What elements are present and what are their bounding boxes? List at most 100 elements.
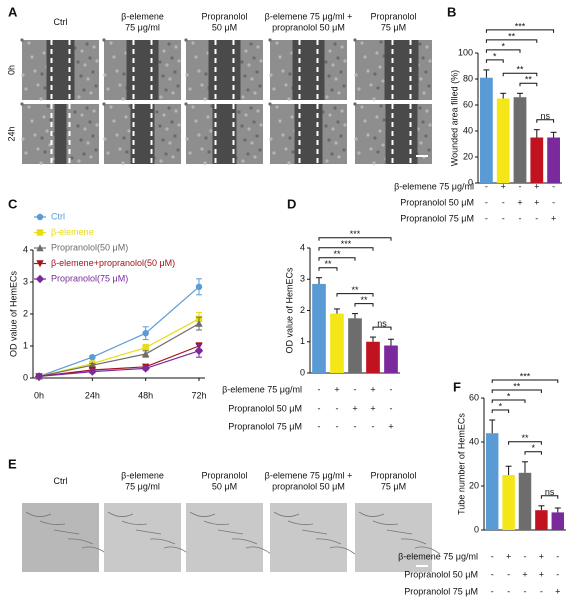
cell-texture bbox=[327, 138, 331, 142]
significance-bracket bbox=[508, 441, 542, 445]
cell-texture bbox=[330, 88, 334, 92]
y-tick-label: 2 bbox=[23, 308, 28, 318]
cell-texture bbox=[177, 59, 181, 63]
cell-texture bbox=[291, 150, 295, 154]
cell-texture bbox=[82, 88, 86, 92]
image-header: Propranolol bbox=[201, 11, 247, 21]
cell-texture bbox=[342, 84, 346, 88]
cell-texture bbox=[342, 148, 346, 152]
treatment-sign: - bbox=[372, 421, 375, 431]
cell-texture bbox=[336, 120, 340, 124]
cell-texture bbox=[268, 102, 272, 106]
treatment-sign: - bbox=[540, 586, 543, 596]
y-tick-label: 3 bbox=[300, 274, 305, 284]
significance-bracket bbox=[318, 247, 374, 251]
cell-texture bbox=[269, 73, 273, 77]
cell-texture bbox=[278, 55, 282, 59]
treatment-sign: - bbox=[485, 181, 488, 191]
cell-texture bbox=[83, 63, 87, 67]
cell-texture bbox=[70, 156, 74, 160]
cell-texture bbox=[424, 70, 428, 74]
significance-bracket bbox=[485, 29, 555, 33]
cell-texture bbox=[288, 136, 292, 140]
cell-texture bbox=[421, 56, 425, 60]
cell-texture bbox=[118, 83, 122, 87]
cell-texture bbox=[369, 147, 373, 151]
y-tick-label: 0 bbox=[23, 372, 28, 382]
bar bbox=[312, 283, 326, 373]
cell-texture bbox=[168, 141, 172, 145]
cell-texture bbox=[43, 86, 47, 90]
cell-texture bbox=[381, 79, 385, 83]
cell-texture bbox=[250, 141, 254, 145]
cell-texture bbox=[191, 41, 195, 45]
significance-label: ns bbox=[545, 487, 555, 497]
y-tick-label: 4 bbox=[300, 242, 305, 252]
row-label: 0h bbox=[6, 65, 16, 75]
cell-texture bbox=[287, 161, 291, 165]
cell-texture bbox=[94, 84, 98, 88]
series-line bbox=[38, 318, 200, 377]
cell-texture bbox=[379, 104, 383, 108]
cell-texture bbox=[112, 119, 116, 123]
cell-texture bbox=[240, 124, 244, 128]
cell-texture bbox=[89, 91, 93, 95]
y-tick-label: 4 bbox=[23, 244, 28, 254]
cell-texture bbox=[86, 77, 90, 81]
cell-texture bbox=[275, 41, 279, 45]
cell-texture bbox=[176, 84, 180, 88]
tube-texture bbox=[203, 520, 230, 525]
cell-texture bbox=[158, 60, 162, 64]
bar bbox=[530, 137, 544, 183]
series-line bbox=[38, 350, 200, 377]
treatment-sign: - bbox=[524, 551, 527, 561]
cell-texture bbox=[112, 55, 116, 59]
cell-texture bbox=[419, 141, 423, 145]
cell-texture bbox=[46, 104, 50, 108]
cell-texture bbox=[115, 69, 119, 73]
tube-texture bbox=[39, 520, 66, 525]
significance-label: * bbox=[493, 51, 497, 61]
cell-texture bbox=[250, 77, 254, 81]
cell-texture bbox=[378, 65, 382, 69]
significance-bracket bbox=[540, 495, 559, 499]
cell-texture bbox=[340, 45, 344, 49]
cell-texture bbox=[171, 155, 175, 159]
cell-texture bbox=[194, 55, 198, 59]
image-header: Propranolol bbox=[370, 470, 416, 480]
cell-texture bbox=[375, 115, 379, 119]
cell-texture bbox=[161, 138, 165, 142]
cell-texture bbox=[256, 45, 260, 49]
cell-texture bbox=[27, 105, 31, 109]
cell-texture bbox=[80, 49, 84, 53]
significance-bracket bbox=[485, 59, 504, 63]
cell-texture bbox=[121, 97, 125, 101]
tube-texture bbox=[189, 511, 216, 517]
cell-texture bbox=[165, 127, 169, 131]
cell-texture bbox=[354, 73, 358, 77]
cell-texture bbox=[82, 152, 86, 156]
cell-texture bbox=[177, 123, 181, 127]
significance-label: * bbox=[501, 41, 505, 51]
cell-texture bbox=[209, 129, 213, 133]
treatment-sign: - bbox=[318, 421, 321, 431]
treatment-sign: - bbox=[502, 213, 505, 223]
cell-texture bbox=[284, 83, 288, 87]
tube-texture bbox=[273, 511, 300, 517]
tube-texture bbox=[135, 529, 162, 535]
micrograph bbox=[270, 503, 347, 572]
cell-texture bbox=[89, 155, 93, 159]
y-tick-label: 0 bbox=[474, 524, 479, 534]
cell-texture bbox=[73, 110, 77, 114]
cell-texture bbox=[45, 129, 49, 133]
significance-bracket bbox=[491, 389, 542, 393]
tube-texture bbox=[107, 511, 134, 517]
significance-bracket bbox=[318, 267, 338, 271]
significance-bracket bbox=[336, 293, 374, 297]
cell-texture bbox=[159, 95, 163, 99]
cell-texture bbox=[159, 159, 163, 163]
significance-label: ns bbox=[540, 111, 550, 121]
treatment-sign: + bbox=[388, 421, 393, 431]
treatment-sign: - bbox=[485, 197, 488, 207]
cell-texture bbox=[80, 113, 84, 117]
